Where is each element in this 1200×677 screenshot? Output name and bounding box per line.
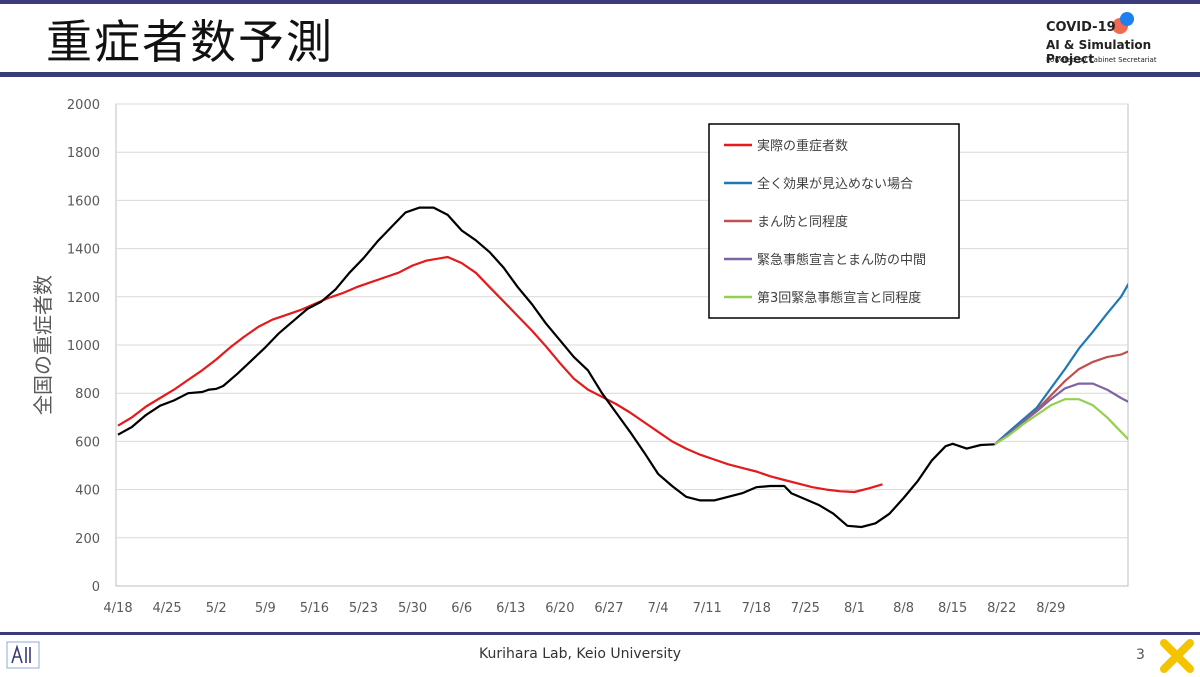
legend-label: まん防と同程度 [757, 214, 848, 230]
legend-label: 緊急事態宣言とまん防の中間 [757, 252, 926, 268]
lab-logo-icon [6, 641, 40, 669]
y-tick-label: 1000 [67, 339, 100, 354]
series-line-manbou [994, 350, 1128, 446]
legend-label: 全く効果が見込めない場合 [757, 176, 913, 192]
series-line-actual [117, 255, 883, 494]
x-tick-label: 6/13 [496, 601, 525, 616]
x-tick-label: 7/11 [693, 601, 722, 616]
x-tick-label: 5/16 [300, 601, 329, 616]
x-logo-icon [1160, 639, 1194, 673]
series-line-model [117, 206, 995, 529]
x-tick-label: 8/8 [893, 601, 914, 616]
top-rule [0, 0, 1200, 4]
x-tick-label: 8/15 [938, 601, 967, 616]
legend-label: 第3回緊急事態宣言と同程度 [757, 290, 921, 306]
x-tick-labels: 4/18 4/25 5/2 5/9 5/16 5/23 5/30 6/6 6/13 6/20 6/2… [103, 601, 1065, 616]
series-line-third_emergency [994, 398, 1128, 446]
x-tick-label: 7/4 [648, 601, 669, 616]
x-tick-label: 4/18 [103, 601, 132, 616]
x-tick-label: 5/2 [206, 601, 227, 616]
x-tick-label: 5/23 [349, 601, 378, 616]
title-rule [0, 72, 1200, 77]
x-tick-label: 7/18 [742, 601, 771, 616]
y-tick-label: 1600 [67, 194, 100, 209]
y-axis-label: 全国の重症者数 [31, 275, 55, 415]
legend: 実際の重症者数全く効果が見込めない場合まん防と同程度緊急事態宣言とまん防の中間第… [708, 123, 960, 319]
x-tick-label: 8/22 [987, 601, 1016, 616]
x-tick-label: 6/20 [545, 601, 574, 616]
x-tick-label: 5/30 [398, 601, 427, 616]
x-tick-label: 5/9 [255, 601, 276, 616]
y-tick-label: 600 [75, 435, 100, 450]
series-line-middle [994, 382, 1128, 446]
y-tick-labels: 0 200 400 600 800 1000 1200 1400 1600 1800 2000 [67, 98, 100, 595]
y-tick-label: 800 [75, 387, 100, 402]
x-tick-label: 6/6 [451, 601, 472, 616]
x-tick-label: 6/27 [594, 601, 623, 616]
footer-text: Kurihara Lab, Keio University [478, 646, 682, 662]
bottom-rule [0, 632, 1200, 635]
x-tick-label: 8/29 [1036, 601, 1065, 616]
y-tick-label: 200 [75, 532, 100, 547]
y-tick-label: 0 [92, 580, 100, 595]
legend-label: 実際の重症者数 [757, 138, 848, 154]
project-logo: COVID-19 AI & Simulation Project Powered… [1046, 12, 1196, 70]
y-tick-label: 400 [75, 484, 100, 499]
logo-line1: COVID-19 [1046, 20, 1116, 35]
page-number: 3 [1136, 647, 1145, 663]
logo-line2: AI & Simulation Project [1046, 38, 1152, 66]
y-tick-label: 1400 [67, 243, 100, 258]
y-tick-label: 1800 [67, 146, 100, 161]
logo-dot-blue [1120, 12, 1134, 26]
x-tick-label: 8/1 [844, 601, 865, 616]
logo-line3: Powered by Cabinet Secretariat [1046, 56, 1157, 64]
series-lines [117, 206, 1128, 529]
x-tick-label: 7/25 [791, 601, 820, 616]
y-tick-label: 2000 [67, 98, 100, 113]
page-title: 重症者数予測 [46, 15, 334, 69]
series-line-no_effect [993, 282, 1128, 446]
x-tick-label: 4/25 [152, 601, 181, 616]
y-tick-label: 1200 [67, 291, 100, 306]
